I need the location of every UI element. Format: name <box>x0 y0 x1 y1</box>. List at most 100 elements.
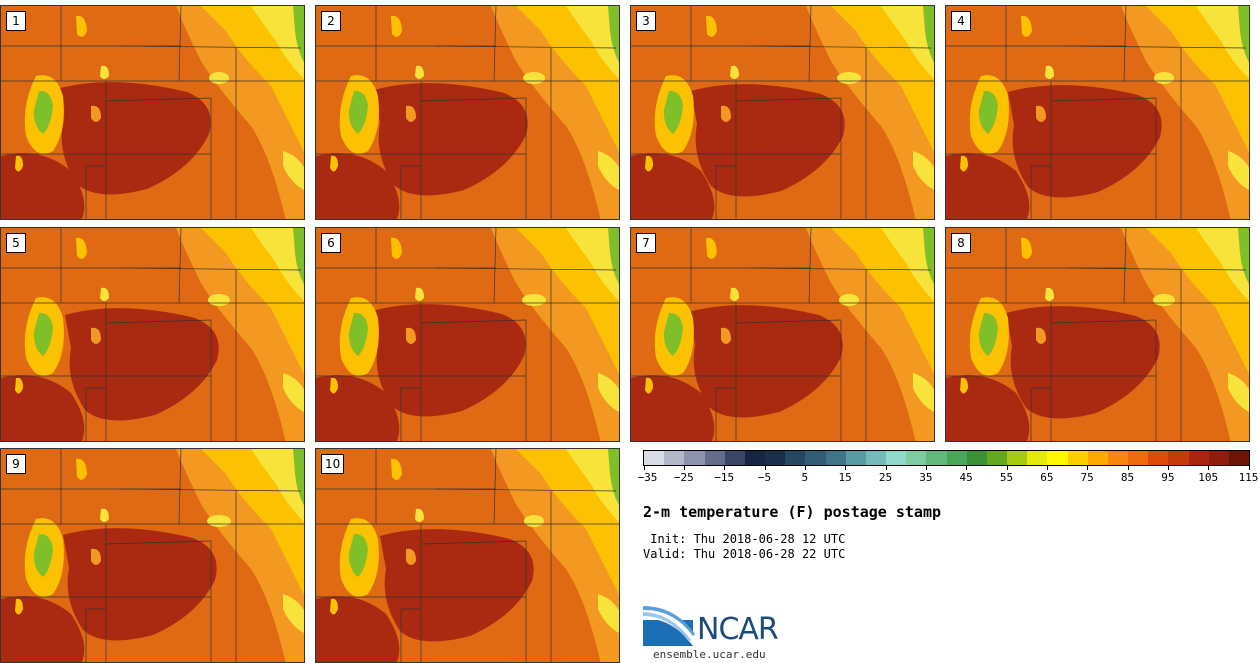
colorbar-tick-label: −25 <box>673 471 694 484</box>
temperature-region <box>316 375 400 441</box>
colorbar-tick-label: 25 <box>878 471 893 484</box>
temperature-region <box>946 375 1030 441</box>
colorbar-tick-label: 85 <box>1120 471 1135 484</box>
temperature-region <box>566 228 619 301</box>
member-panel-9[interactable]: 9 <box>0 448 305 663</box>
colorbar-cell <box>1148 451 1169 465</box>
temperature-map <box>946 6 1249 219</box>
member-panel-3[interactable]: 3 <box>630 5 935 220</box>
temperature-region <box>415 65 424 79</box>
temperature-region <box>91 105 101 122</box>
temperature-region <box>946 153 1030 219</box>
member-panel-2[interactable]: 2 <box>315 5 620 220</box>
temperature-region <box>207 515 231 527</box>
temperature-region <box>1 153 85 219</box>
colorbar-cell <box>1067 451 1088 465</box>
state-border <box>420 97 527 102</box>
site-url: ensemble.ucar.edu <box>653 648 766 661</box>
colorbar-tick <box>804 465 806 470</box>
colorbar-cell <box>906 451 927 465</box>
state-border <box>1050 97 1157 102</box>
colorbar-tick <box>1006 465 1008 470</box>
colorbar-cell <box>986 451 1008 465</box>
state-border <box>420 540 527 545</box>
member-panel-10[interactable]: 10 <box>315 448 620 663</box>
temperature-region <box>1154 72 1174 84</box>
temperature-region <box>1021 15 1032 37</box>
member-label: 5 <box>6 233 26 253</box>
colorbar-cell <box>886 451 907 465</box>
state-border <box>1123 6 1127 82</box>
temperature-region <box>100 65 109 79</box>
member-panel-1[interactable]: 1 <box>0 5 305 220</box>
temperature-region <box>645 155 653 172</box>
colorbar-legend: −35 −25 −15 −5 5 15 25 35 45 55 65 75 85 95 105 115 <box>638 450 1258 490</box>
state-border <box>1030 387 1051 441</box>
temperature-region <box>380 529 534 642</box>
temperature-region <box>293 228 304 285</box>
colorbar-tick <box>1087 465 1089 470</box>
colorbar-cell <box>765 451 786 465</box>
state-border <box>715 387 736 441</box>
temperature-region <box>730 65 739 79</box>
colorbar-cell <box>966 451 987 465</box>
ncar-logo[interactable]: NCAR ensemble.ucar.edu <box>643 606 803 661</box>
temperature-region <box>316 596 400 662</box>
temperature-region <box>251 449 304 522</box>
temperature-region <box>33 90 53 134</box>
temperature-region <box>33 533 53 577</box>
temperature-region <box>645 377 653 394</box>
temperature-region <box>391 237 402 259</box>
ncar-wordmark: NCAR <box>697 612 779 647</box>
temperature-region <box>608 228 619 285</box>
colorbar-cell <box>1107 451 1129 465</box>
colorbar-tick <box>1208 465 1210 470</box>
colorbar-cell <box>1188 451 1209 465</box>
colorbar-tick-label: 15 <box>838 471 852 484</box>
temperature-region <box>721 105 731 122</box>
colorbar-cell <box>785 451 806 465</box>
temperature-region <box>721 327 731 344</box>
colorbar-tick-label: 105 <box>1198 471 1219 484</box>
colorbar-tick <box>925 465 927 470</box>
temperature-region <box>251 6 304 79</box>
member-panel-5[interactable]: 5 <box>0 227 305 442</box>
member-panel-4[interactable]: 4 <box>945 5 1250 220</box>
member-label: 2 <box>321 11 341 31</box>
temperature-region <box>631 375 715 441</box>
member-label: 8 <box>951 233 971 253</box>
temperature-region <box>730 287 739 301</box>
temperature-region <box>293 6 304 63</box>
state-border <box>493 228 497 304</box>
temperature-map <box>946 228 1249 441</box>
member-label: 3 <box>636 11 656 31</box>
temperature-map <box>631 6 934 219</box>
temperature-region <box>960 377 968 394</box>
temperature-region <box>566 449 619 522</box>
temperature-region <box>209 72 229 84</box>
colorbar-tick <box>845 465 847 470</box>
state-border <box>420 319 527 324</box>
state-border <box>735 319 842 324</box>
member-label: 4 <box>951 11 971 31</box>
state-border <box>400 608 421 662</box>
colorbar-cell <box>684 451 705 465</box>
temperature-region <box>316 153 400 219</box>
colorbar-tick-label: 5 <box>801 471 809 484</box>
state-border <box>178 449 182 525</box>
colorbar-cell <box>805 451 826 465</box>
colorbar-tick-label: −15 <box>714 471 735 484</box>
temperature-region <box>415 287 424 301</box>
colorbar-cell <box>1128 451 1149 465</box>
member-panel-8[interactable]: 8 <box>945 227 1250 442</box>
temperature-region <box>15 155 23 172</box>
temperature-region <box>391 15 402 37</box>
temperature-region <box>15 377 23 394</box>
temperature-region <box>76 15 87 37</box>
member-panel-7[interactable]: 7 <box>630 227 935 442</box>
map-title: 2-m temperature (F) postage stamp <box>643 503 942 521</box>
temperature-region <box>293 449 304 506</box>
state-border <box>105 319 212 324</box>
temperature-region <box>913 151 934 190</box>
member-panel-6[interactable]: 6 <box>315 227 620 442</box>
